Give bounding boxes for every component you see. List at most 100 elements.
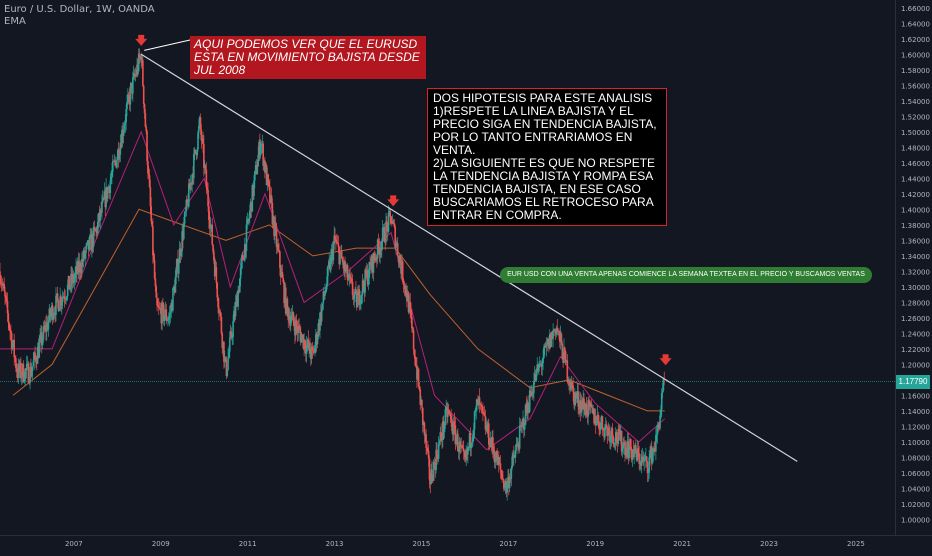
candle xyxy=(223,340,225,369)
candle xyxy=(561,341,564,360)
candle xyxy=(214,259,217,277)
candle xyxy=(524,403,527,426)
candle xyxy=(598,415,600,436)
candle xyxy=(202,131,204,153)
candle xyxy=(259,139,262,159)
candle xyxy=(486,421,488,434)
candle xyxy=(54,305,56,323)
candle xyxy=(125,104,127,131)
candle xyxy=(251,183,254,212)
candle xyxy=(483,405,486,417)
candle xyxy=(633,445,635,465)
candle xyxy=(612,434,615,448)
candle xyxy=(615,429,618,446)
candle xyxy=(661,382,664,399)
candle xyxy=(406,289,408,308)
candle xyxy=(20,357,22,381)
candle xyxy=(36,342,39,365)
candle xyxy=(80,263,82,280)
candle xyxy=(606,426,609,444)
candle xyxy=(418,381,421,392)
candle xyxy=(372,252,375,281)
candle xyxy=(459,438,462,454)
sell-note[interactable]: EUR USD CON UNA VENTA APENAS COMIENCE LA… xyxy=(500,267,872,283)
candle xyxy=(37,338,40,359)
time-axis[interactable]: 2007 2009 2011 2013 2015 2017 2019 2021 2023 2025 xyxy=(0,535,932,551)
price-tick-label: 1.56000 xyxy=(901,82,930,90)
candle xyxy=(10,324,12,342)
candle xyxy=(46,316,49,331)
candle xyxy=(592,404,595,415)
candle xyxy=(421,407,424,433)
candle xyxy=(373,250,376,264)
candle xyxy=(325,276,328,293)
candle xyxy=(462,441,464,451)
candle xyxy=(172,284,175,291)
candle xyxy=(489,431,492,448)
candle xyxy=(233,305,235,322)
candle xyxy=(85,242,87,260)
candle xyxy=(328,253,330,270)
candle xyxy=(516,437,518,445)
candle xyxy=(630,438,632,458)
indicator-label[interactable]: EMA xyxy=(4,16,26,27)
candle xyxy=(249,198,252,219)
candle xyxy=(275,222,278,255)
candle xyxy=(478,388,481,413)
candle xyxy=(518,441,520,452)
price-tick-label: 1.30000 xyxy=(901,284,930,292)
candle xyxy=(111,162,113,185)
candle xyxy=(368,261,371,285)
candle xyxy=(244,243,247,258)
price-tick-label: 1.40000 xyxy=(901,206,930,214)
candle xyxy=(640,453,642,470)
price-axis[interactable]: 1.66000 1.64000 1.62000 1.60000 1.58000 1.560… xyxy=(895,0,932,535)
candle xyxy=(602,427,605,431)
candle xyxy=(70,266,72,294)
candle xyxy=(539,360,542,367)
candle xyxy=(246,212,249,230)
candle xyxy=(228,345,230,359)
candle xyxy=(71,268,74,289)
candle xyxy=(154,272,157,292)
candle xyxy=(93,220,96,236)
candle xyxy=(55,287,57,322)
downtrend-note[interactable]: AQUI PODEMOS VER QUE EL EURUSD ESTA EN M… xyxy=(190,36,426,79)
candle xyxy=(559,325,562,350)
candle xyxy=(385,212,387,246)
price-tick-label: 1.34000 xyxy=(901,253,930,261)
candle xyxy=(221,331,224,354)
symbol-title[interactable]: Euro / U.S. Dollar, 1W, OANDA xyxy=(4,4,155,15)
candle xyxy=(360,291,362,311)
price-tick-label: 1.00000 xyxy=(901,516,930,524)
candle xyxy=(244,237,246,263)
candle xyxy=(59,287,61,311)
candle xyxy=(507,469,509,488)
hypothesis-note[interactable]: DOS HIPOTESIS PARA ESTE ANALISIS 1)RESPE… xyxy=(427,88,667,226)
candle xyxy=(377,233,380,253)
candle xyxy=(117,148,119,160)
bearish-trendline[interactable] xyxy=(140,53,798,462)
candle xyxy=(510,466,513,487)
candle xyxy=(210,224,213,232)
candle xyxy=(261,134,264,153)
candle xyxy=(637,441,640,457)
candle xyxy=(608,424,610,436)
candle xyxy=(25,368,27,379)
candle xyxy=(57,298,60,312)
candle xyxy=(482,402,484,422)
candle xyxy=(378,237,381,263)
candle xyxy=(626,432,629,460)
candle xyxy=(517,437,519,455)
annotation-pointer xyxy=(144,39,191,51)
price-tick-label: 1.66000 xyxy=(901,5,930,13)
candle xyxy=(236,290,239,307)
candle xyxy=(604,423,606,441)
candle xyxy=(297,319,300,341)
candle xyxy=(594,409,596,425)
candle xyxy=(164,301,167,318)
candle xyxy=(218,298,220,321)
candle xyxy=(271,198,274,229)
candle xyxy=(149,180,152,215)
